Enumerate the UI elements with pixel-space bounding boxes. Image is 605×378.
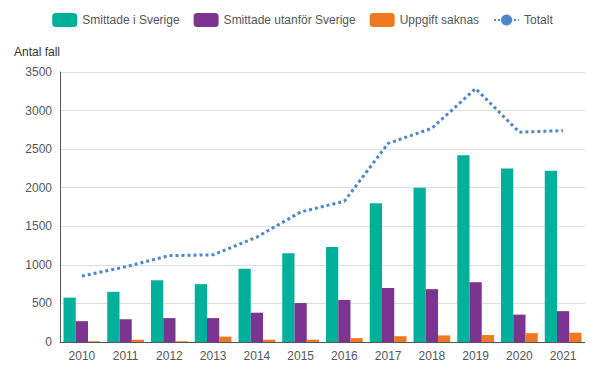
svg-text:Smittade utanför Sverige: Smittade utanför Sverige bbox=[224, 13, 356, 27]
svg-text:3500: 3500 bbox=[25, 65, 52, 79]
svg-text:1500: 1500 bbox=[25, 219, 52, 233]
svg-text:2012: 2012 bbox=[156, 349, 183, 363]
svg-text:2500: 2500 bbox=[25, 142, 52, 156]
svg-text:2018: 2018 bbox=[419, 349, 446, 363]
svg-text:2013: 2013 bbox=[200, 349, 227, 363]
svg-text:500: 500 bbox=[32, 296, 52, 310]
svg-text:1000: 1000 bbox=[25, 258, 52, 272]
svg-text:2010: 2010 bbox=[69, 349, 96, 363]
svg-text:2014: 2014 bbox=[244, 349, 271, 363]
svg-text:2000: 2000 bbox=[25, 181, 52, 195]
svg-text:Antal fall: Antal fall bbox=[14, 45, 60, 59]
svg-text:2015: 2015 bbox=[287, 349, 314, 363]
svg-text:0: 0 bbox=[45, 335, 52, 349]
svg-text:2016: 2016 bbox=[331, 349, 358, 363]
svg-text:2017: 2017 bbox=[375, 349, 402, 363]
svg-text:Uppgift saknas: Uppgift saknas bbox=[400, 13, 479, 27]
svg-text:2020: 2020 bbox=[506, 349, 533, 363]
svg-text:2019: 2019 bbox=[462, 349, 489, 363]
svg-text:Totalt: Totalt bbox=[524, 13, 553, 27]
svg-text:Smittade i Sverige: Smittade i Sverige bbox=[82, 13, 180, 27]
svg-text:2011: 2011 bbox=[113, 349, 139, 363]
svg-text:2021: 2021 bbox=[550, 349, 577, 363]
svg-text:3000: 3000 bbox=[25, 104, 52, 118]
